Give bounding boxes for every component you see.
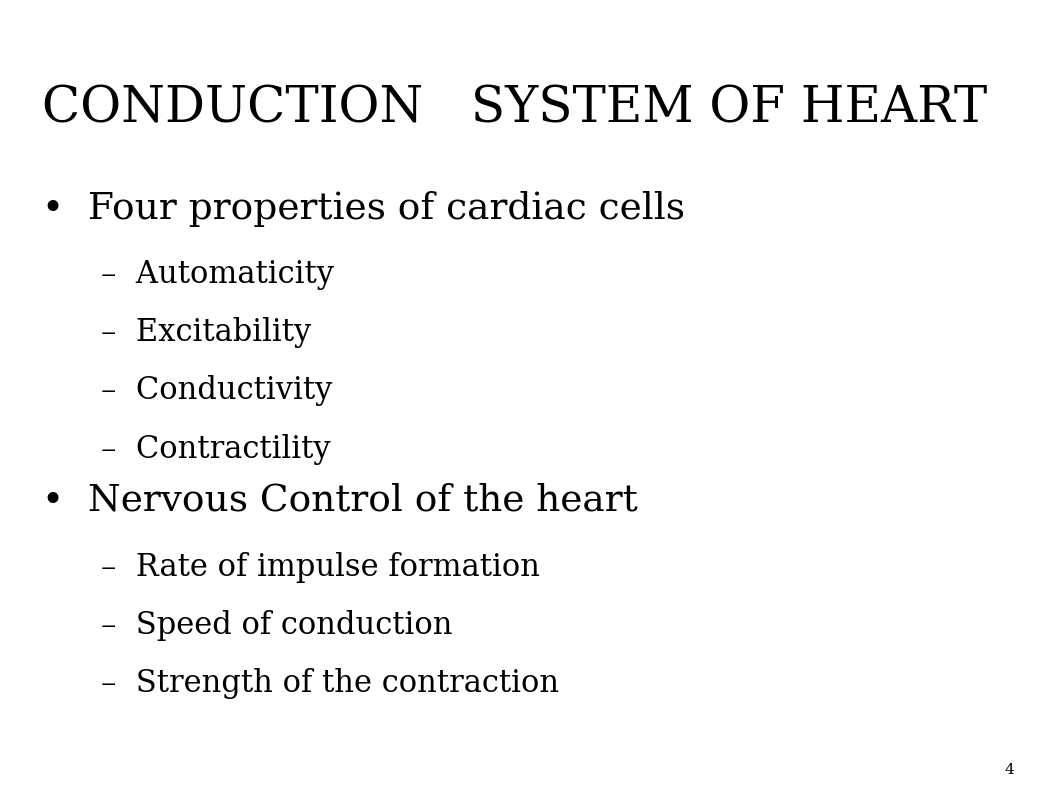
Text: •  Nervous Control of the heart: • Nervous Control of the heart (42, 482, 638, 518)
Text: –  Automaticity: – Automaticity (101, 259, 333, 290)
Text: –  Strength of the contraction: – Strength of the contraction (101, 668, 559, 699)
Text: –  Contractility: – Contractility (101, 434, 330, 465)
Text: CONDUCTION   SYSTEM OF HEART: CONDUCTION SYSTEM OF HEART (42, 84, 988, 133)
Text: –  Rate of impulse formation: – Rate of impulse formation (101, 552, 539, 583)
Text: 4: 4 (1005, 763, 1014, 777)
Text: –  Speed of conduction: – Speed of conduction (101, 610, 452, 641)
Text: •  Four properties of cardiac cells: • Four properties of cardiac cells (42, 191, 685, 227)
Text: –  Excitability: – Excitability (101, 317, 311, 348)
Text: –  Conductivity: – Conductivity (101, 375, 332, 406)
